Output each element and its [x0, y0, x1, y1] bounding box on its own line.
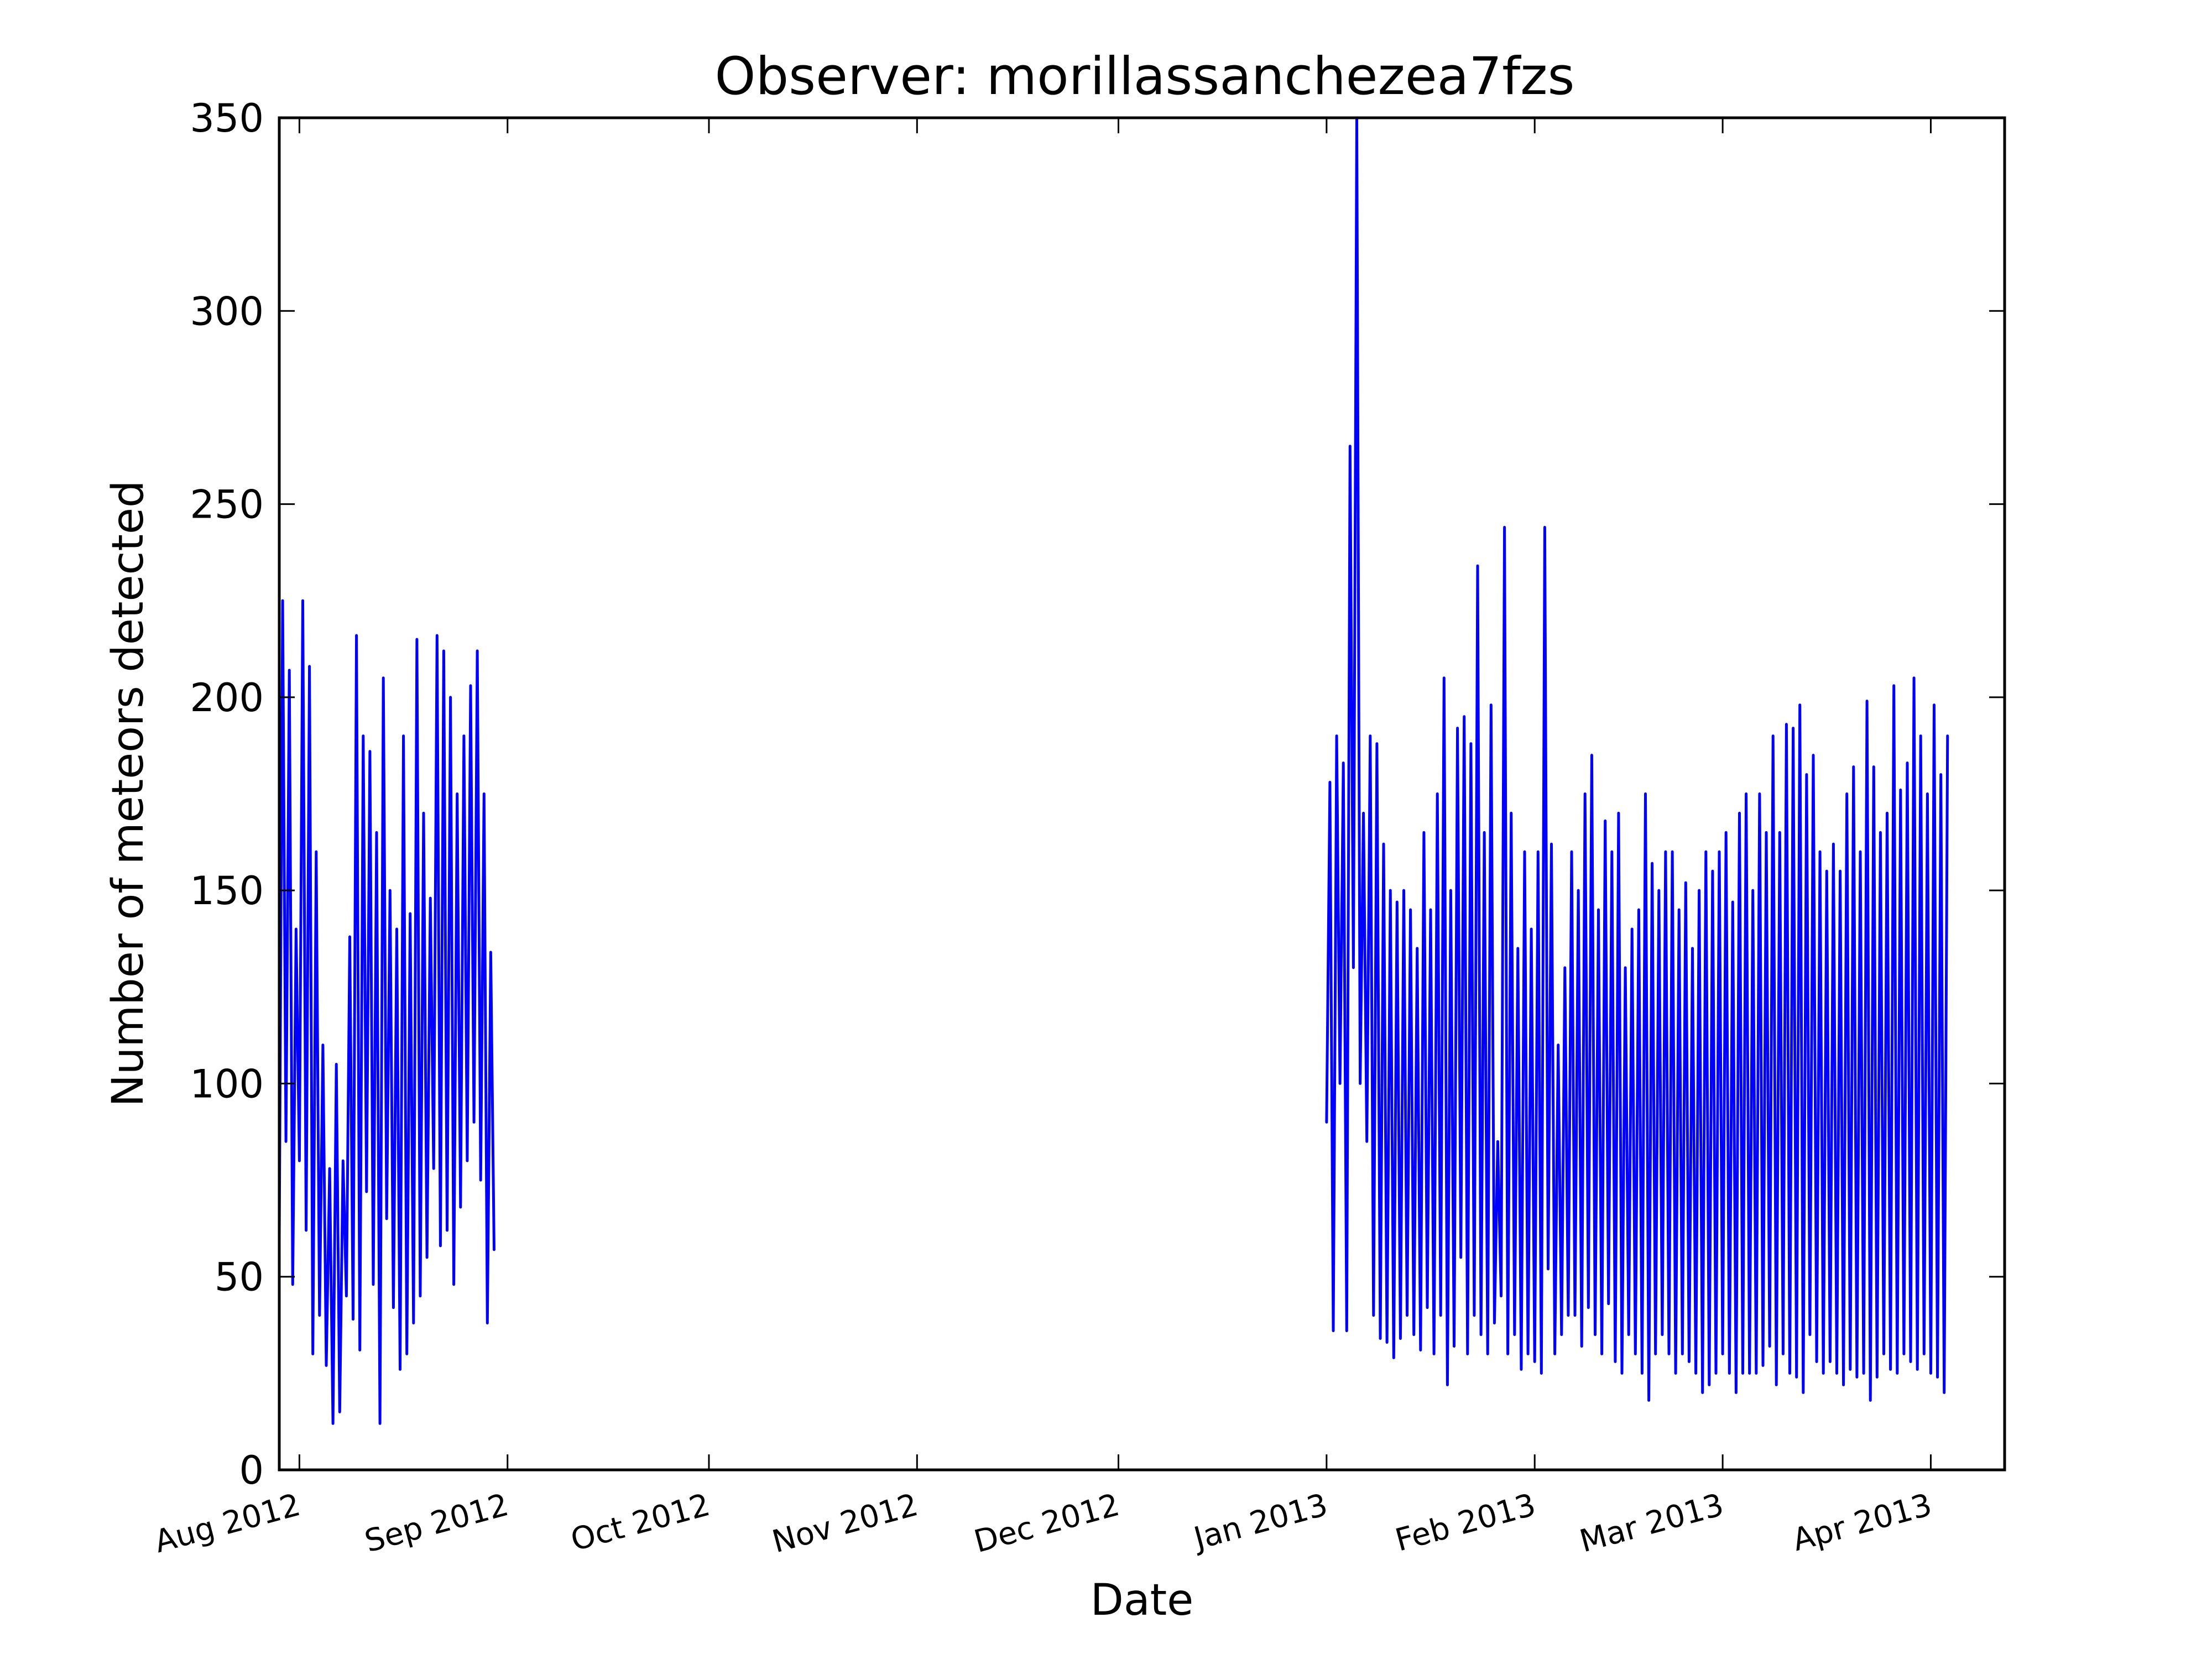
y-tick-labels: 0 50 100 150 200 250 300 350	[190, 96, 264, 1493]
y-tick-label: 0	[239, 1448, 264, 1493]
series-line-segment-1	[278, 599, 495, 1425]
series-layer	[278, 116, 1949, 1425]
y-tick-label: 100	[190, 1061, 264, 1107]
y-tick-label: 350	[190, 96, 264, 141]
y-axis-label: Number of meteors detected	[103, 481, 153, 1107]
y-tick-label: 250	[190, 482, 264, 528]
y-tick-label: 150	[190, 868, 264, 914]
chart-title: Observer: morillassanchezea7fzs	[715, 46, 1575, 107]
plot-frame	[278, 116, 2006, 1472]
y-tick-label: 200	[190, 675, 264, 721]
y-tick-label: 300	[190, 289, 264, 334]
series-line-segment-2	[1325, 116, 1949, 1402]
x-axis-label: Date	[1091, 1575, 1193, 1625]
y-tick-label: 50	[215, 1255, 264, 1300]
